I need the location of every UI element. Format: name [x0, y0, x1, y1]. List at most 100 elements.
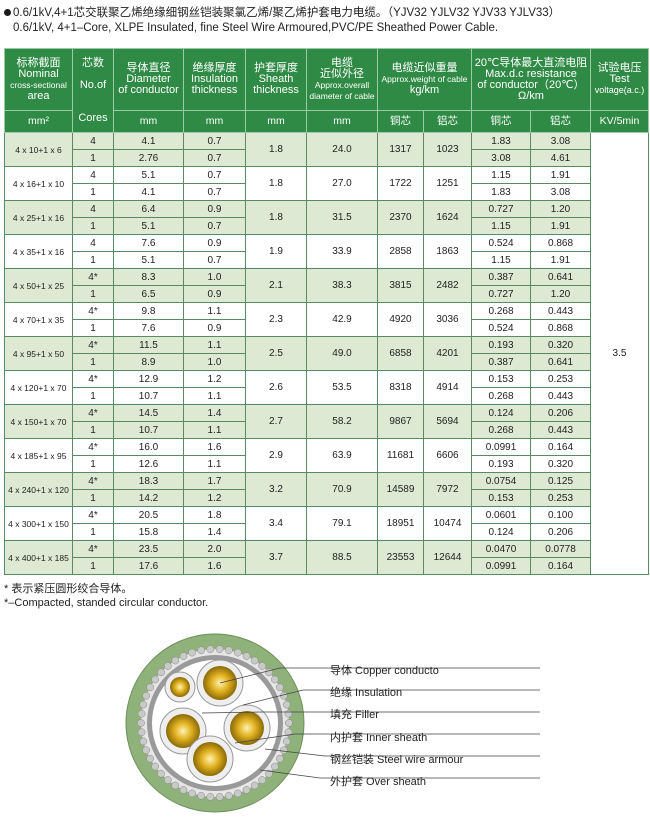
- cell-diameter: 15.8: [113, 523, 184, 541]
- label-inner-sheath: 内护套 Inner sheath: [330, 732, 428, 744]
- steel-wire: [206, 793, 215, 801]
- cell-diameter: 2.76: [113, 149, 184, 167]
- table-row: 1 4.1 0.7 1.83 3.08: [5, 183, 649, 201]
- cable-spec-table: 标称截面 Nominal cross-sectional area 芯数 No.of Co…: [4, 48, 649, 575]
- leader-line: [234, 733, 540, 744]
- steel-wire: [206, 645, 215, 653]
- steel-wire: [137, 728, 146, 737]
- cell-res-al: 0.164: [530, 557, 591, 575]
- cell-insulation: 1.1: [183, 336, 246, 354]
- table-row: 4 x 150+1 x 70 4* 14.5 1.4 2.7 58.2 9867 5694 0.…: [4, 404, 649, 439]
- cell-res-cu: 0.193: [471, 455, 531, 473]
- table-row: 1 10.7 1.1 0.268 0.443: [5, 421, 649, 439]
- cell-res-cu: 0.268: [471, 387, 531, 405]
- cell-weight-al: 5694: [423, 404, 472, 439]
- header-test: 试验电压 Test voltage(a.c.): [590, 48, 649, 111]
- cell-insulation: 1.1: [183, 302, 246, 320]
- cell-res-cu: 0.387: [471, 353, 531, 371]
- cell-diameter: 16.0: [113, 438, 184, 456]
- steel-wire: [271, 762, 279, 771]
- steel-wire: [142, 746, 151, 755]
- cell-insulation: 1.0: [183, 353, 246, 371]
- cell-insulation: 0.7: [183, 149, 246, 167]
- steel-wire: [275, 754, 284, 763]
- unit-insulation: mm: [183, 110, 246, 133]
- cell-insulation: 0.7: [183, 166, 246, 184]
- header-resistance: 20℃导体最大直流电阻 Max.d.c resistance of conducto…: [471, 48, 591, 111]
- cell-insulation: 0.9: [183, 285, 246, 303]
- steel-wire: [163, 776, 172, 784]
- cell-diameter: 6.4: [113, 200, 184, 218]
- cell-res-cu: 0.0754: [471, 472, 531, 490]
- cell-cores: 1: [72, 489, 114, 507]
- steel-wire: [139, 700, 148, 709]
- cell-sheath: 2.9: [245, 438, 307, 473]
- cell-res-al: 0.164: [530, 438, 591, 456]
- steel-wire: [151, 762, 159, 771]
- cell-overall: 38.3: [306, 268, 378, 303]
- footnote-chinese: * 表示紧压圆形绞合导体。: [4, 583, 133, 595]
- cell-diameter: 5.1: [113, 166, 184, 184]
- table-row: 4 x 400+1 x 185 4* 23.5 2.0 3.7 88.5 23553 1264…: [4, 540, 649, 575]
- unit-sheath: mm: [245, 110, 307, 133]
- cell-insulation: 1.2: [183, 370, 246, 388]
- cell-res-cu: 1.83: [471, 132, 531, 150]
- cell-sheath: 3.7: [245, 540, 307, 575]
- unit-weight-cu: 铜芯: [377, 110, 424, 133]
- cell-weight-al: 3036: [423, 302, 472, 337]
- table-row: 1 5.1 0.7 1.15 1.91: [5, 251, 649, 269]
- cell-res-al: 0.206: [530, 523, 591, 541]
- label-over-sheath: 外护套 Over sheath: [330, 776, 426, 788]
- cell-diameter: 12.6: [113, 455, 184, 473]
- cell-sheath: 2.7: [245, 404, 307, 439]
- cell-res-al: 0.253: [530, 489, 591, 507]
- cell-overall: 42.9: [306, 302, 378, 337]
- cell-cores: 1: [72, 251, 114, 269]
- cell-insulation: 0.9: [183, 234, 246, 252]
- cell-res-al: 0.206: [530, 404, 591, 422]
- cell-weight-al: 10474: [423, 506, 472, 541]
- steel-wire: [265, 769, 273, 778]
- cell-cores: 1: [72, 557, 114, 575]
- cell-res-cu: 0.524: [471, 234, 531, 252]
- cell-res-cu: 0.524: [471, 319, 531, 337]
- cell-insulation: 1.4: [183, 404, 246, 422]
- steel-wire: [225, 791, 233, 800]
- leader-line: [201, 711, 540, 714]
- cell-res-cu: 0.153: [471, 370, 531, 388]
- cell-insulation: 2.0: [183, 540, 246, 558]
- steel-wire: [242, 786, 251, 794]
- cell-res-cu: 1.15: [471, 251, 531, 269]
- steel-wire: [284, 709, 293, 718]
- cell-overall: 27.0: [306, 166, 378, 201]
- steel-wire: [157, 769, 165, 778]
- cell-res-cu: 0.268: [471, 302, 531, 320]
- cell-cores: 1: [72, 319, 114, 337]
- unit-area: mm²: [4, 110, 73, 133]
- cell-res-cu: 3.08: [471, 149, 531, 167]
- cell-insulation: 1.4: [183, 523, 246, 541]
- cell-cores: 4*: [72, 302, 114, 320]
- cell-cores: 4*: [72, 506, 114, 524]
- cell-insulation: 1.7: [183, 472, 246, 490]
- bullet-icon: [4, 9, 11, 16]
- cell-spec: 4 x 25+1 x 16: [4, 200, 73, 235]
- steel-wire: [234, 789, 242, 798]
- label-steel-armour: 钢丝铠装 Steel wire armour: [330, 754, 464, 766]
- cell-cores: 4*: [72, 336, 114, 354]
- cell-weight-cu: 2370: [377, 200, 424, 235]
- cell-cores: 4: [72, 166, 114, 184]
- leader-line: [242, 689, 540, 706]
- table-row: 1 10.7 1.1 0.268 0.443: [5, 387, 649, 405]
- cell-weight-al: 4914: [423, 370, 472, 405]
- cell-cores: 1: [72, 387, 114, 405]
- steel-wire: [163, 662, 172, 670]
- cell-cores: 1: [72, 183, 114, 201]
- cell-spec: 4 x 240+1 x 120: [4, 472, 73, 507]
- table-row: 4 x 300+1 x 150 4* 20.5 1.8 3.4 79.1 18951 1047…: [4, 506, 649, 541]
- unit-res-cu: 铜芯: [471, 110, 531, 133]
- cell-sheath: 1.8: [245, 200, 307, 235]
- cell-weight-cu: 8318: [377, 370, 424, 405]
- cell-res-cu: 0.193: [471, 336, 531, 354]
- cell-sheath: 1.8: [245, 132, 307, 167]
